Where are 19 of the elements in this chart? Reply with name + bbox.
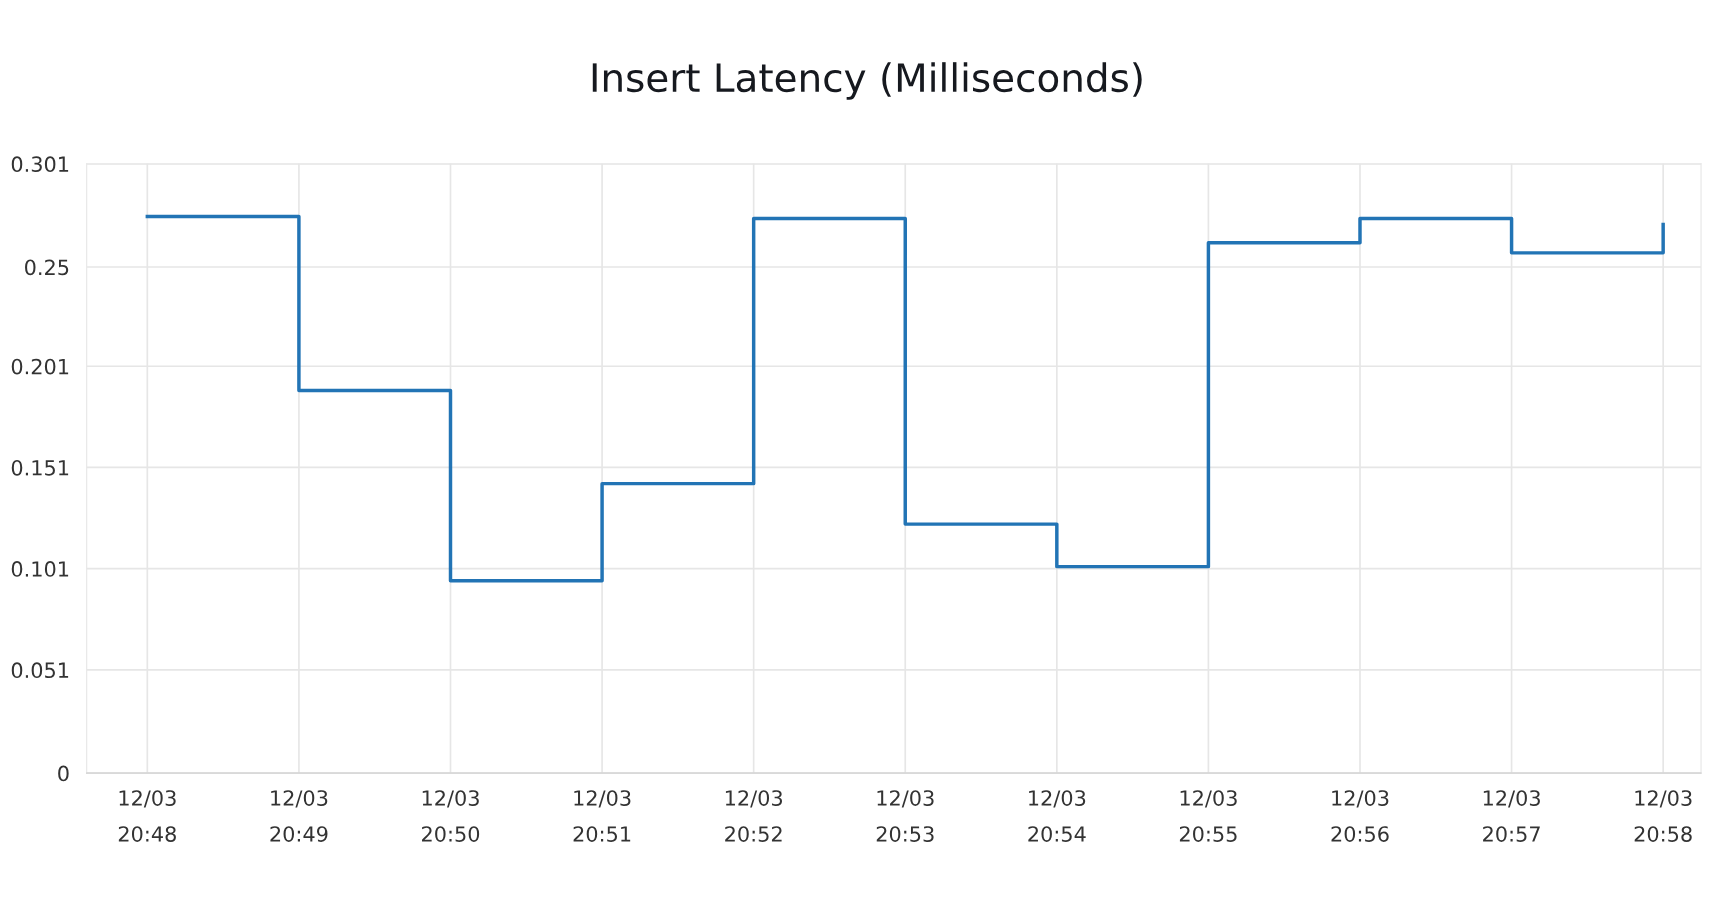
x-tick-label: 12/03 20:53 bbox=[876, 790, 934, 842]
chart-title: Insert Latency (Milliseconds) bbox=[592, 62, 1142, 100]
x-tick-label: 12/03 20:49 bbox=[270, 790, 328, 842]
y-tick-label: 0.101 bbox=[11, 561, 69, 577]
y-tick-label: 0.25 bbox=[25, 259, 69, 276]
x-tick-label: 12/03 20:56 bbox=[1331, 790, 1389, 842]
x-tick-label: 12/03 20:58 bbox=[1634, 790, 1692, 842]
x-tick-label: 12/03 20:54 bbox=[1028, 790, 1086, 842]
x-tick-label: 12/03 20:57 bbox=[1483, 790, 1540, 842]
x-tick-label: 12/03 20:48 bbox=[118, 790, 176, 842]
y-tick-label: 0.301 bbox=[11, 156, 69, 173]
y-tick-label: 0.201 bbox=[11, 358, 69, 375]
x-tick-label: 12/03 20:51 bbox=[573, 790, 631, 842]
y-tick-label: 0.051 bbox=[11, 662, 69, 679]
y-tick-label: 0 bbox=[58, 765, 69, 782]
y-tick-label: 0.151 bbox=[11, 459, 69, 476]
x-tick-label: 12/03 20:55 bbox=[1179, 790, 1237, 842]
x-tick-label: 12/03 20:52 bbox=[725, 790, 783, 842]
x-tick-label: 12/03 20:50 bbox=[422, 790, 480, 842]
